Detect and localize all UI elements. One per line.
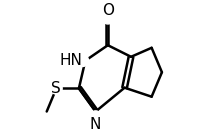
Circle shape: [102, 12, 114, 24]
Circle shape: [77, 55, 89, 67]
Text: N: N: [90, 117, 101, 132]
Text: HN: HN: [60, 53, 83, 68]
Circle shape: [90, 111, 102, 122]
Text: O: O: [102, 3, 114, 18]
Circle shape: [51, 83, 62, 94]
Text: S: S: [52, 81, 61, 96]
